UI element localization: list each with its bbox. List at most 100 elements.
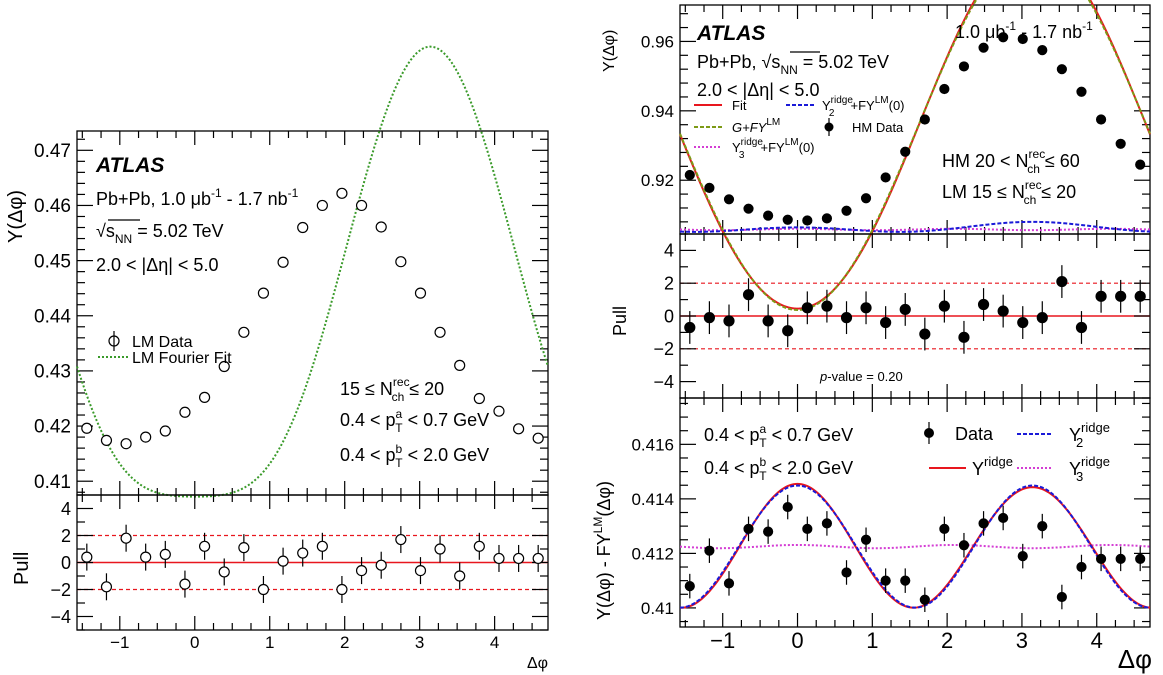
x-tick-label: −1 bbox=[110, 633, 129, 652]
right-bottom-yticks: 0.41 0.412 0.414 0.416 bbox=[631, 402, 1150, 623]
data-point bbox=[1036, 312, 1048, 324]
data-point bbox=[532, 432, 544, 444]
data-point bbox=[841, 567, 852, 578]
data-point bbox=[821, 518, 833, 529]
data-point bbox=[493, 405, 505, 417]
left-atlas-label: ATLAS bbox=[95, 154, 164, 177]
left-pta-label: 0.4 < pa T < 0.7 GeV bbox=[340, 407, 489, 435]
data-point bbox=[841, 205, 852, 216]
lm-fit-curve bbox=[76, 45, 549, 498]
data-point bbox=[257, 583, 270, 596]
data-point bbox=[938, 300, 950, 312]
data-point bbox=[238, 326, 250, 338]
left-main-xticks bbox=[81, 131, 533, 495]
data-point bbox=[277, 256, 289, 268]
right-top-curves bbox=[679, 0, 1151, 311]
x-tick-label: 2 bbox=[941, 628, 953, 653]
data-point bbox=[493, 552, 505, 565]
data-point bbox=[840, 312, 853, 324]
rb-pta-label: 0.4 < pa T < 0.7 GeV bbox=[704, 422, 853, 450]
data-point bbox=[336, 583, 348, 596]
data-point bbox=[998, 32, 1009, 43]
y-tick-label: 0.42 bbox=[34, 417, 71, 438]
data-point bbox=[1075, 321, 1088, 334]
data-point bbox=[958, 331, 970, 343]
left-pull-ylabel: Pull bbox=[11, 552, 33, 585]
right-top-panel: 0.92 0.94 0.96 Y(Δφ) ATLAS 1.0 μb-1 - 1.7 … bbox=[601, 0, 1151, 311]
right-eta-label: 2.0 < |Δη| < 5.0 bbox=[697, 80, 819, 100]
left-pull-points bbox=[81, 524, 544, 603]
data-point bbox=[684, 321, 696, 334]
data-point bbox=[355, 564, 368, 577]
data-point bbox=[120, 532, 132, 544]
y-tick-label: 0.44 bbox=[34, 306, 71, 327]
y-tick-label: 0.45 bbox=[34, 251, 71, 272]
data-point bbox=[880, 172, 891, 183]
y-tick-label: 2 bbox=[664, 274, 674, 294]
right-bottom-legend: Data Yridge 2 Yridge Yridge 3 bbox=[924, 420, 1110, 484]
data-point bbox=[723, 315, 735, 327]
data-point bbox=[81, 551, 93, 563]
right-bottom-xticks: −1 0 1 2 3 4 bbox=[684, 398, 1135, 653]
data-point bbox=[1076, 86, 1087, 97]
y-tick-label: 0.41 bbox=[34, 472, 71, 493]
y-tick-label: 2 bbox=[61, 526, 71, 546]
data-point bbox=[140, 431, 152, 443]
right-pull-xticks bbox=[684, 234, 1135, 398]
data-point bbox=[257, 287, 270, 299]
data-point bbox=[179, 406, 191, 418]
right-bottom-ylabel: Y(Δφ) - FYLM(Δφ) bbox=[591, 481, 614, 620]
right-pull-reference-lines bbox=[680, 282, 1150, 350]
data-point bbox=[978, 42, 989, 53]
y-tick-label: 0 bbox=[664, 306, 674, 326]
g-fy-curve bbox=[679, 0, 1151, 311]
yridge-curve bbox=[679, 482, 1151, 609]
data-point bbox=[1056, 64, 1067, 75]
data-point bbox=[1095, 553, 1107, 564]
y-tick-label: 0.412 bbox=[631, 544, 674, 563]
y-tick-label: 0 bbox=[61, 553, 71, 573]
data-point bbox=[297, 221, 309, 234]
y-tick-label: 0.41 bbox=[641, 599, 674, 618]
data-point bbox=[277, 555, 289, 567]
data-point bbox=[81, 422, 93, 434]
right-pull-panel: −4 −2 0 2 4 Pull p-value = 0.20 bbox=[610, 233, 1151, 399]
left-main-yticks: 0.41 0.42 0.43 0.44 0.45 0.46 0.47 bbox=[34, 138, 548, 493]
left-pull-reference-lines bbox=[77, 534, 548, 591]
rt-legend-y3: Yridge 3+FYLM(0) bbox=[732, 137, 815, 161]
right-pvalue-label: p-value = 0.20 bbox=[819, 369, 903, 384]
data-point bbox=[414, 564, 427, 577]
data-point bbox=[860, 302, 872, 314]
data-point bbox=[355, 199, 368, 212]
y-tick-label: 0.43 bbox=[34, 362, 71, 383]
left-legend-fit: LM Fourier Fit bbox=[132, 350, 232, 367]
data-point bbox=[704, 545, 715, 556]
left-nch-label: 15 ≤ Nrec ch ≤ 20 bbox=[340, 375, 444, 404]
data-point bbox=[782, 501, 793, 513]
data-point bbox=[120, 438, 132, 450]
x-tick-label: 2 bbox=[340, 633, 349, 652]
data-point bbox=[939, 523, 950, 534]
data-point bbox=[684, 169, 695, 181]
data-point bbox=[140, 551, 152, 563]
data-point bbox=[532, 552, 544, 565]
data-point bbox=[454, 359, 466, 371]
y3-ridge-curve bbox=[679, 227, 1151, 232]
data-point bbox=[513, 423, 525, 435]
left-ptb-label: 0.4 < pb T < 2.0 GeV bbox=[340, 442, 489, 470]
data-point bbox=[743, 203, 754, 214]
data-point bbox=[100, 581, 113, 593]
right-pull-yticks: −4 −2 0 2 4 bbox=[653, 233, 1150, 399]
right-collision-label: Pb+Pb, √sNN = 5.02 TeV bbox=[697, 52, 889, 77]
data-point bbox=[395, 533, 407, 546]
data-point bbox=[1037, 45, 1048, 56]
data-point bbox=[375, 221, 387, 233]
data-point bbox=[434, 326, 446, 338]
y-tick-label: 0.92 bbox=[641, 171, 674, 190]
y-tick-label: 4 bbox=[61, 499, 71, 519]
right-bottom-curves bbox=[679, 482, 1151, 609]
data-point bbox=[997, 305, 1009, 317]
y3-ridge-curve bbox=[679, 543, 1151, 550]
y-tick-label: 4 bbox=[664, 241, 674, 261]
data-point bbox=[1115, 138, 1126, 149]
